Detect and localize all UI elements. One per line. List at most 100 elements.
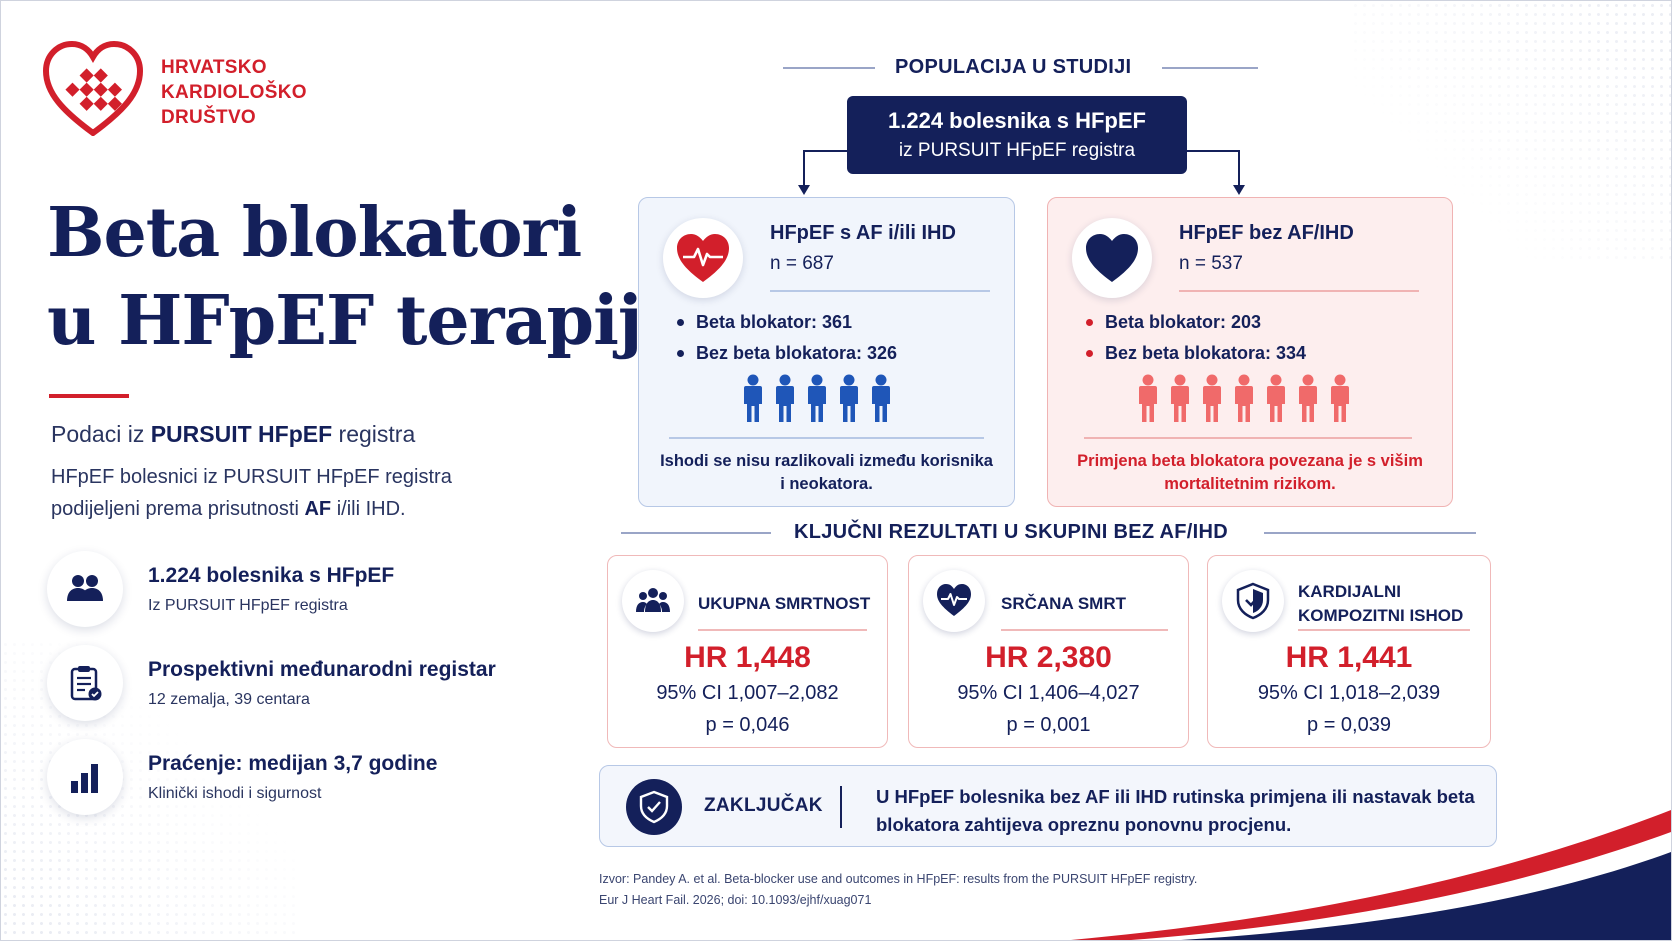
divider [1084,437,1412,439]
logo-text: HRVATSKO KARDIOLOŠKO DRUŠTVO [161,55,307,130]
confidence-interval: 95% CI 1,406–4,027 [957,682,1140,704]
shield-check-icon [626,779,682,835]
feature-subtitle: 12 zemalja, 39 centara [148,690,310,708]
conclusion-box: ZAKLJUČAK U HFpEF bolesnika bez AF ili I… [599,765,1497,847]
list-item-text: Bez beta blokatora: 334 [1105,343,1307,363]
logo-line-3: DRUŠTVO [161,107,256,128]
list-item: Beta blokator: 361 [677,312,897,333]
person-icon [808,374,826,422]
bullet [677,319,684,326]
list-item-text: Bez beta blokatora: 326 [696,343,898,363]
feature-title: Praćenje: medijan 3,7 godine [148,751,438,775]
divider [698,629,867,631]
person-icon [872,374,890,422]
person-icon [1331,374,1349,422]
bullet [1086,319,1093,326]
heading-rule [1264,532,1476,534]
person-icon [840,374,858,422]
page-title: Beta blokatori u HFpEF terapiji [47,189,667,365]
source-line-1: Izvor: Pandey A. et al. Beta-blocker use… [599,872,1198,886]
feature-subtitle: Klinički ishodi i sigurnost [148,784,322,802]
result-title: KARDIJALNI KOMPOZITNI ISHOD [1298,580,1463,628]
result-title: UKUPNA SMRTNOST [698,592,870,616]
list-item-text: Beta blokator: 361 [696,312,853,332]
feature-follow-up: Praćenje: medijan 3,7 godine Klinički is… [47,739,437,815]
feature-registry: Prospektivni međunarodni registar 12 zem… [47,645,496,721]
group-note: Ishodi se nisu razlikovali između korisn… [660,452,993,493]
bar-chart-icon [47,739,123,815]
divider [1179,290,1419,292]
clipboard-icon [47,645,123,721]
result-title: SRČANA SMRT [1001,592,1126,616]
group-note: Primjena beta blokatora povezana je s vi… [1077,452,1423,493]
people-row [737,374,897,424]
group-without-af-ihd: HFpEF bez AF/IHD n = 537 Beta blokator: … [1047,197,1453,507]
result-card-cardiac-composite: KARDIJALNI KOMPOZITNI ISHOD HR 1,441 95%… [1207,555,1491,748]
subtitle-prefix: Podaci iz [51,421,151,447]
subtitle: Podaci iz PURSUIT HFpEF registra [51,421,415,448]
logo-line-1: HRVATSKO [161,57,267,78]
heading-rule [1162,67,1258,69]
population-box: 1.224 bolesnika s HFpEF iz PURSUIT HFpEF… [847,96,1187,174]
heading-rule [621,532,771,534]
confidence-interval: 95% CI 1,018–2,039 [1257,682,1441,704]
description: HFpEF bolesnici iz PURSUIT HFpEF registr… [51,461,531,525]
people-icon [47,551,123,627]
people-row [1132,374,1356,424]
feature-title: 1.224 bolesnika s HFpEF [148,563,395,587]
person-icon [744,374,762,422]
group-icon [622,570,684,632]
person-icon [1171,374,1189,422]
p-value: p = 0,046 [705,714,790,736]
group-title: HFpEF s AF i/ili IHD [770,222,956,244]
population-count: 1.224 bolesnika s HFpEF [888,108,1146,133]
subtitle-suffix: registra [332,421,416,447]
description-part-1: HFpEF bolesnici iz PURSUIT HFpEF registr… [51,466,452,520]
title-divider [49,394,129,398]
list-item: Bez beta blokatora: 326 [677,343,897,364]
divider [669,437,984,439]
subtitle-bold: PURSUIT HFpEF [150,421,333,447]
feature-subtitle: Iz PURSUIT HFpEF registra [148,596,348,614]
person-icon [1235,374,1253,422]
heart-icon [1072,218,1152,298]
result-card-cardiac-death: SRČANA SMRT HR 2,380 95% CI 1,406–4,027 … [908,555,1189,748]
p-value: p = 0,001 [1006,714,1091,736]
title-line-2: u HFpEF terapiji [47,281,667,361]
divider [1298,629,1470,631]
divider [1001,629,1168,631]
result-title-line: SRČANA SMRT [1001,594,1126,613]
hazard-ratio: HR 2,380 [985,641,1112,674]
group-n: n = 537 [1179,253,1243,274]
conclusion-text: U HFpEF bolesnika bez AF ili IHD rutinsk… [876,786,1475,835]
person-icon [1203,374,1221,422]
heading-rule [783,67,875,69]
heart-pulse-icon [663,218,743,298]
description-bold: AF [304,498,332,520]
person-icon [1267,374,1285,422]
result-title-line: UKUPNA SMRTNOST [698,594,871,613]
logo-line-2: KARDIOLOŠKO [161,82,307,103]
feature-patients: 1.224 bolesnika s HFpEF Iz PURSUIT HFpEF… [47,551,394,627]
divider [770,290,990,292]
group-list: Beta blokator: 203 Bez beta blokatora: 3… [1086,312,1306,374]
conclusion-label: ZAKLJUČAK [704,795,823,816]
p-value: p = 0,039 [1307,714,1391,736]
bullet [1086,350,1093,357]
logo: HRVATSKO KARDIOLOŠKO DRUŠTVO [43,41,307,136]
group-list: Beta blokator: 361 Bez beta blokatora: 3… [677,312,897,374]
source-line-2: Eur J Heart Fail. 2026; doi: 10.1093/ejh… [599,893,872,907]
feature-title: Prospektivni međunarodni registar [148,657,496,681]
bullet [677,350,684,357]
population-source: iz PURSUIT HFpEF registra [898,140,1136,161]
source-citation: Izvor: Pandey A. et al. Beta-blocker use… [599,869,1197,911]
group-title: HFpEF bez AF/IHD [1179,222,1354,244]
result-card-total-mortality: UKUPNA SMRTNOST HR 1,448 95% CI 1,007–2,… [607,555,888,748]
list-item-text: Beta blokator: 203 [1105,312,1262,332]
title-line-1: Beta blokatori [47,193,582,273]
shield-check-icon [1222,570,1284,632]
description-part-2: i/ili IHD. [331,498,406,520]
result-title-line: KOMPOZITNI ISHOD [1298,606,1464,625]
person-icon [776,374,794,422]
hazard-ratio: HR 1,448 [684,641,811,674]
